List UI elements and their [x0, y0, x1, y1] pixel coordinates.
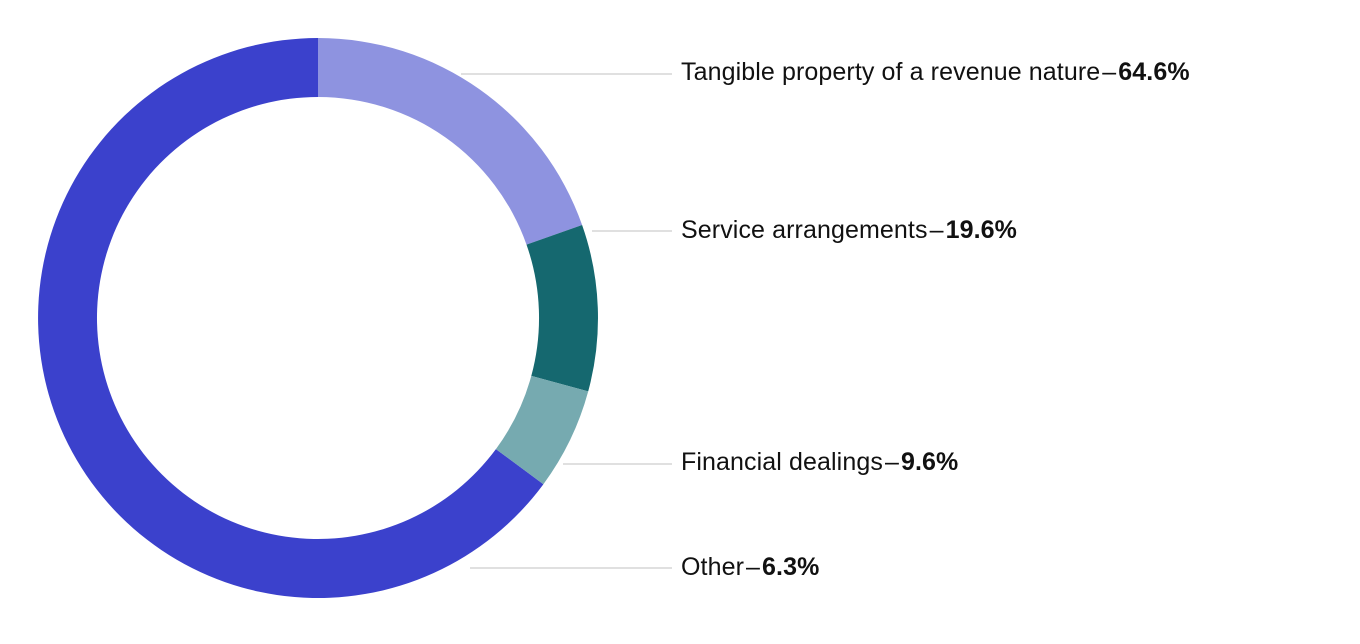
slice-label-dash: –	[884, 448, 899, 476]
slice-label-dash: –	[746, 553, 761, 581]
slice-label-service-arrangements: Service arrangements–19.6%	[681, 218, 1017, 243]
donut-segment-financial-dealings[interactable]	[526, 225, 598, 392]
slice-label-name: Tangible property of a revenue nature	[681, 58, 1101, 86]
slice-label-percent: 6.3%	[762, 553, 820, 581]
slice-label-other: Other–6.3%	[681, 555, 819, 580]
slice-label-name: Service arrangements	[681, 216, 928, 244]
slice-label-financial-dealings: Financial dealings–9.6%	[681, 450, 958, 475]
donut-segment-other[interactable]	[495, 375, 589, 485]
donut-segment-service-arrangements[interactable]	[318, 38, 583, 245]
donut-segments	[38, 38, 598, 598]
slice-label-dash: –	[929, 216, 944, 244]
slice-label-percent: 9.6%	[900, 448, 959, 476]
slice-label-name: Financial dealings	[681, 448, 883, 476]
slice-label-percent: 19.6%	[945, 216, 1017, 244]
slice-label-tangible-property: Tangible property of a revenue nature–64…	[681, 60, 1190, 85]
slice-label-dash: –	[1102, 58, 1117, 86]
slice-label-percent: 64.6%	[1118, 58, 1190, 86]
slice-label-name: Other	[681, 553, 745, 581]
leader-lines	[461, 73, 672, 569]
